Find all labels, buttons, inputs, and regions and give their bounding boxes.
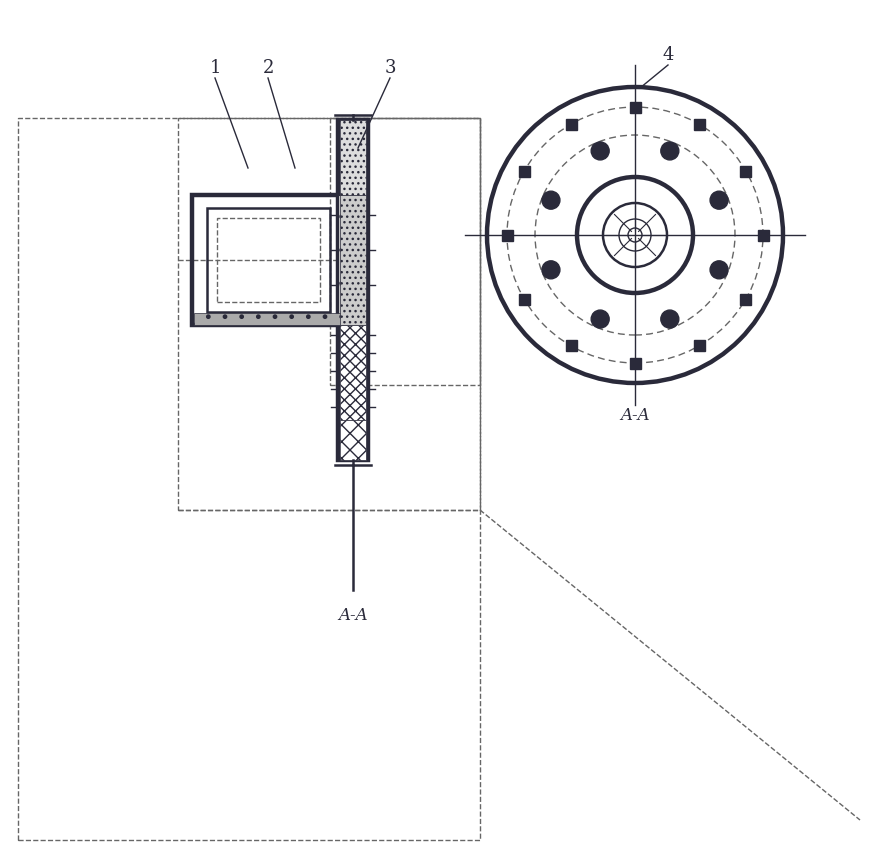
Circle shape: [710, 261, 728, 279]
Bar: [194, 313, 343, 325]
Circle shape: [661, 310, 679, 328]
Text: 4: 4: [662, 46, 674, 64]
Circle shape: [591, 310, 609, 328]
Bar: [740, 293, 752, 304]
Bar: [565, 340, 577, 351]
Bar: [340, 325, 366, 420]
Bar: [629, 357, 641, 368]
Circle shape: [591, 142, 609, 160]
Bar: [693, 119, 704, 130]
Bar: [340, 195, 366, 325]
Bar: [629, 101, 641, 112]
Bar: [565, 119, 577, 130]
Bar: [502, 229, 512, 240]
Circle shape: [577, 177, 693, 293]
Bar: [340, 420, 366, 460]
Bar: [338, 120, 368, 460]
Bar: [217, 218, 320, 302]
Bar: [518, 165, 530, 176]
Bar: [338, 195, 345, 325]
Text: A-A: A-A: [621, 407, 649, 424]
Circle shape: [542, 261, 560, 279]
Bar: [330, 118, 480, 385]
Bar: [18, 118, 480, 840]
Circle shape: [542, 191, 560, 209]
Bar: [192, 195, 345, 325]
Bar: [740, 165, 752, 176]
Text: 1: 1: [209, 59, 221, 77]
Bar: [693, 340, 704, 351]
Circle shape: [661, 142, 679, 160]
Bar: [758, 229, 768, 240]
Text: 2: 2: [262, 59, 274, 77]
Circle shape: [710, 191, 728, 209]
Bar: [178, 118, 480, 510]
Bar: [340, 120, 366, 195]
Text: A-A: A-A: [338, 606, 368, 624]
Bar: [518, 293, 530, 304]
Text: 3: 3: [385, 59, 396, 77]
Bar: [207, 208, 330, 312]
